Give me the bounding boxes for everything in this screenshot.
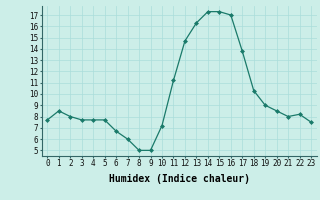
X-axis label: Humidex (Indice chaleur): Humidex (Indice chaleur) xyxy=(109,174,250,184)
